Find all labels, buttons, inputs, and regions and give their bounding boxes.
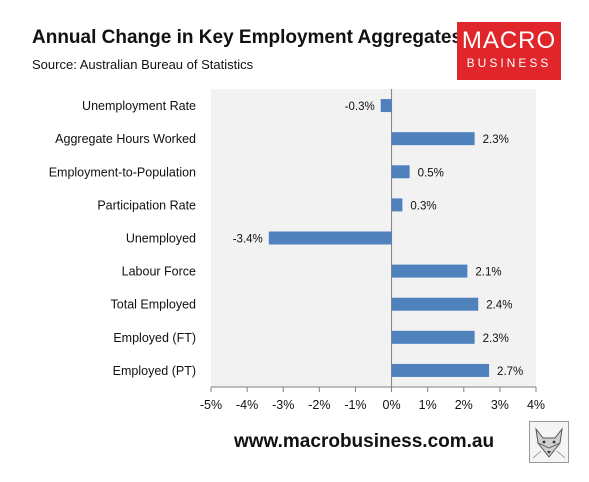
bar (380, 99, 392, 113)
data-label: 2.3% (483, 333, 509, 345)
data-label: 2.4% (486, 300, 512, 312)
category-label: Labour Force (122, 265, 196, 279)
data-label: 2.7% (497, 366, 523, 378)
fox-emblem-icon (529, 421, 569, 463)
x-tick-label: 2% (455, 398, 473, 412)
x-tick-label: 3% (491, 398, 509, 412)
x-tick-label: 0% (383, 398, 401, 412)
x-tick-label: -3% (272, 398, 294, 412)
x-tick-label: 1% (419, 398, 437, 412)
data-label: 0.5% (418, 167, 444, 179)
logo-line-1: MACRO (461, 27, 557, 54)
bar (391, 264, 468, 278)
bar (391, 198, 403, 212)
x-tick-label: -1% (344, 398, 366, 412)
x-tick-label: 4% (527, 398, 545, 412)
category-label: Employment-to-Population (49, 165, 196, 179)
bar (391, 297, 479, 311)
chart-title: Annual Change in Key Employment Aggregat… (32, 27, 463, 48)
bar (391, 330, 475, 344)
macrobusiness-logo: MACRO BUSINESS (457, 22, 561, 80)
x-tick-label: -4% (236, 398, 258, 412)
category-label: Employed (FT) (113, 331, 196, 345)
data-label: 2.1% (475, 267, 501, 279)
category-label: Unemployment Rate (82, 99, 196, 113)
category-label: Employed (PT) (113, 364, 196, 378)
bar (391, 165, 410, 179)
bar (391, 363, 490, 377)
website-url: www.macrobusiness.com.au (234, 431, 495, 452)
category-label: Unemployed (126, 232, 196, 246)
bar (391, 132, 475, 146)
bar (268, 231, 392, 245)
data-label: -3.4% (233, 234, 263, 246)
x-tick-label: -2% (308, 398, 330, 412)
data-label: -0.3% (345, 101, 375, 113)
category-label: Aggregate Hours Worked (55, 132, 196, 146)
category-label: Participation Rate (97, 198, 196, 212)
logo-line-2: BUSINESS (466, 56, 552, 70)
x-tick-label: -5% (200, 398, 222, 412)
data-label: 2.3% (483, 134, 509, 146)
data-label: 0.3% (410, 200, 436, 212)
chart-source: Source: Australian Bureau of Statistics (32, 57, 254, 72)
category-label: Total Employed (111, 298, 197, 312)
